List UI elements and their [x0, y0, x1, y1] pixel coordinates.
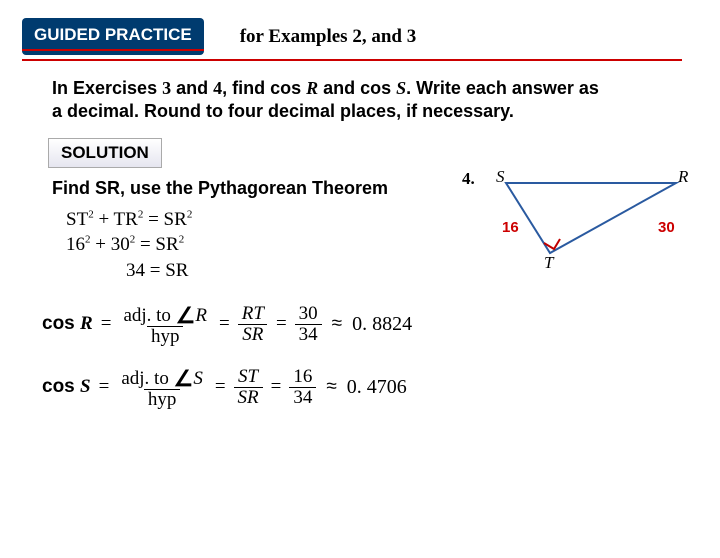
triangle-figure: 4. S R T 16 30	[490, 173, 690, 283]
solution-badge: SOLUTION	[48, 138, 162, 168]
instr-exa: 3	[162, 78, 171, 98]
vertex-s: S	[496, 167, 505, 187]
coss-adj-frac: adj. to ∠S hyp	[117, 365, 206, 410]
side-tr: 30	[658, 219, 675, 236]
cosr-hyp: hyp	[147, 326, 184, 347]
instr-m2: , find cos	[222, 78, 306, 98]
figure-number: 4.	[462, 169, 475, 189]
coss-anglev: S	[193, 368, 203, 389]
coss-ntop: 16	[289, 367, 316, 387]
coss-adj: adj. to	[121, 368, 173, 389]
instr-m1: and	[171, 78, 213, 98]
coss-eq2: =	[215, 376, 226, 398]
instr-v2: S	[396, 78, 406, 98]
cosr-eq3: =	[276, 313, 287, 335]
instruction-text: In Exercises 3 and 4, find cos R and cos…	[52, 77, 612, 124]
coss-rbot: SR	[234, 387, 263, 408]
e2b: + 30	[91, 234, 130, 255]
e1a: ST	[66, 209, 88, 230]
cos-r-row: cos R = adj. to ∠R hyp = RT SR = 30 34 ≈…	[42, 302, 720, 347]
coss-rtop: ST	[234, 367, 262, 387]
cosr-approx: ≈	[332, 313, 342, 335]
cosr-var: R	[80, 313, 93, 334]
badge-underline	[22, 49, 204, 51]
cosr-adj-frac: adj. to ∠R hyp	[119, 302, 211, 347]
cosr-eq2: =	[219, 313, 230, 335]
instr-v1: R	[306, 78, 318, 98]
badge-text: GUIDED PRACTICE	[34, 25, 192, 44]
cosr-num-frac: 30 34	[295, 304, 322, 345]
coss-approx: ≈	[326, 376, 336, 398]
e2c: = SR	[135, 234, 178, 255]
instr-lead: In Exercises	[52, 78, 162, 98]
instr-exb: 4	[213, 78, 222, 98]
for-examples: for Examples 2, and 3	[240, 26, 416, 48]
cosr-rbot: SR	[238, 324, 267, 345]
vertex-t: T	[544, 253, 553, 273]
cosr-ratio-frac: RT SR	[238, 304, 268, 345]
e2a: 16	[66, 234, 85, 255]
cosr-adj: adj. to	[123, 305, 175, 326]
angle-icon: ∠	[176, 303, 196, 328]
coss-value: 0. 4706	[347, 376, 407, 399]
vertex-r: R	[678, 167, 688, 187]
coss-hyp: hyp	[144, 389, 181, 410]
cosr-lbl: cos	[42, 313, 80, 334]
e1c: = SR	[143, 209, 186, 230]
coss-num-frac: 16 34	[289, 367, 316, 408]
cos-s-row: cos S = adj. to ∠S hyp = ST SR = 16 34 ≈…	[42, 365, 720, 410]
coss-var: S	[80, 376, 91, 397]
coss-ratio-frac: ST SR	[234, 367, 263, 408]
cosr-rtop: RT	[238, 304, 268, 324]
cosr-nbot: 34	[295, 324, 322, 345]
guided-practice-badge: GUIDED PRACTICE	[22, 18, 204, 55]
cosr-eq1: =	[101, 313, 112, 335]
header-separator	[22, 59, 682, 61]
instr-m3: and cos	[318, 78, 396, 98]
coss-lbl: cos	[42, 376, 80, 397]
angle-icon: ∠	[174, 366, 194, 391]
cosr-ntop: 30	[295, 304, 322, 324]
side-st: 16	[502, 219, 519, 236]
cosr-value: 0. 8824	[352, 313, 412, 336]
coss-eq3: =	[271, 376, 282, 398]
e1b: + TR	[94, 209, 138, 230]
coss-eq1: =	[99, 376, 110, 398]
cosr-anglev: R	[195, 305, 207, 326]
coss-nbot: 34	[289, 387, 316, 408]
